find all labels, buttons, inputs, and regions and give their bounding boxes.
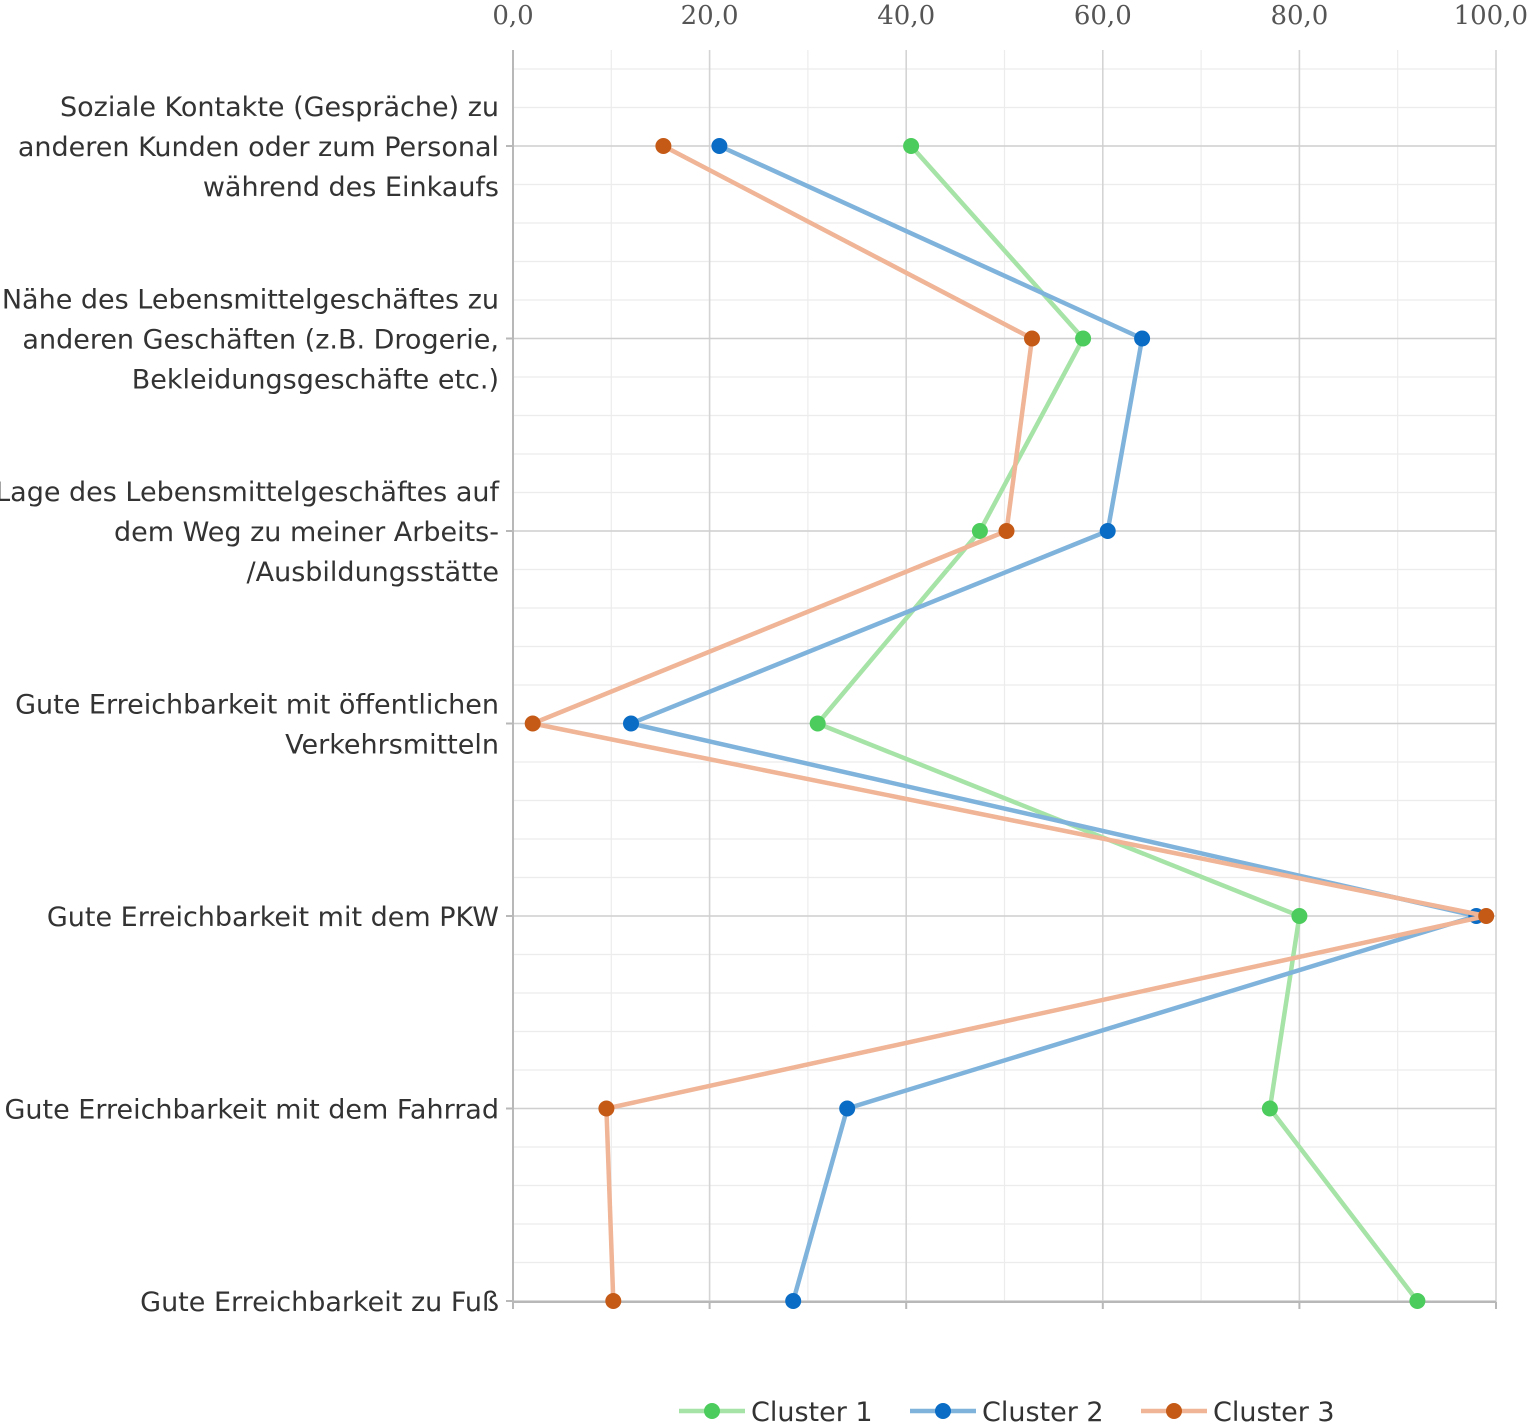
data-point <box>785 1293 802 1309</box>
x-tick-label: 100,0 <box>1454 1 1528 31</box>
axis-layer <box>506 50 1497 1309</box>
category-label-line: Gute Erreichbarkeit mit öffentlichen <box>15 690 499 721</box>
category-label: Gute Erreichbarkeit mit dem Fahrrad <box>4 1095 499 1126</box>
category-label-line: Gute Erreichbarkeit mit dem Fahrrad <box>4 1095 499 1126</box>
category-label-line: anderen Geschäften (z.B. Drogerie, <box>22 325 499 356</box>
data-point <box>605 1293 622 1309</box>
x-tick-label: 60,0 <box>1074 1 1132 31</box>
legend-swatch-marker <box>704 1403 720 1419</box>
data-point <box>598 1100 615 1117</box>
category-label: Nähe des Lebensmittelgeschäftes zu andere… <box>2 285 499 396</box>
category-label-line: Soziale Kontakte (Gespräche) zu <box>60 92 499 123</box>
category-label-line: Nähe des Lebensmittelgeschäftes zu <box>2 285 499 316</box>
category-label: Lage des Lebensmittelgeschäftes auf dem W… <box>0 477 500 588</box>
legend-label: Cluster 2 <box>982 1397 1104 1427</box>
legend-item: Cluster 1 <box>679 1397 873 1427</box>
legend-item: Cluster 3 <box>1141 1397 1335 1427</box>
category-label-line: während des Einkaufs <box>203 172 499 203</box>
category-label: Soziale Kontakte (Gespräche) zu anderen K… <box>18 92 499 203</box>
data-point <box>655 138 672 154</box>
x-tick-label: 20,0 <box>681 1 739 31</box>
data-point <box>998 523 1015 539</box>
category-label-line: dem Weg zu meiner Arbeits- <box>114 517 499 548</box>
x-tick-label: 80,0 <box>1270 1 1328 31</box>
data-point <box>524 715 541 732</box>
legend-swatch-marker <box>1166 1403 1182 1419</box>
data-point <box>711 138 728 154</box>
data-point <box>1024 330 1040 347</box>
data-point <box>1478 908 1495 924</box>
legend-label: Cluster 3 <box>1213 1397 1335 1427</box>
data-point <box>839 1100 856 1117</box>
category-label-line: /Ausbildungsstätte <box>247 557 499 588</box>
category-label-line: Gute Erreichbarkeit mit dem PKW <box>47 902 499 933</box>
series-layer <box>524 138 1495 1309</box>
data-point <box>903 138 920 154</box>
data-point <box>809 715 826 732</box>
data-point <box>1261 1100 1278 1117</box>
category-label-line: Verkehrsmitteln <box>285 730 499 761</box>
category-label-line: Lage des Lebensmittelgeschäftes auf <box>0 477 500 508</box>
data-point <box>1134 330 1151 347</box>
data-point <box>1075 330 1092 347</box>
x-tick-label: 0,0 <box>492 1 533 31</box>
data-point <box>1291 908 1308 924</box>
series-1 <box>809 138 1426 1309</box>
category-label-line: Bekleidungsgeschäfte etc.) <box>132 365 499 396</box>
series-3 <box>524 138 1495 1309</box>
legend-swatch-marker <box>935 1403 951 1419</box>
data-point <box>1099 523 1116 539</box>
category-label-line: anderen Kunden oder zum Personal <box>18 132 499 163</box>
x-tick-label: 40,0 <box>877 1 935 31</box>
category-label-line: Gute Erreichbarkeit zu Fuß <box>140 1287 499 1318</box>
legend-label: Cluster 1 <box>751 1397 873 1427</box>
category-label: Gute Erreichbarkeit zu Fuß <box>140 1287 499 1318</box>
series-2 <box>623 138 1485 1309</box>
category-label: Gute Erreichbarkeit mit dem PKW <box>47 902 499 933</box>
legend-item: Cluster 2 <box>910 1397 1104 1427</box>
data-point <box>971 523 988 539</box>
data-point <box>623 715 639 732</box>
legend: Cluster 1 Cluster 2 Cluster 3 <box>679 1397 1335 1427</box>
data-point <box>1409 1293 1426 1309</box>
grid-layer <box>513 50 1497 1302</box>
category-labels: Soziale Kontakte (Gespräche) zu anderen K… <box>0 92 500 1318</box>
category-label: Gute Erreichbarkeit mit öffentlichen Verk… <box>15 690 499 761</box>
x-tick-labels: 0,0 20,0 40,0 60,0 80,0 100,0 <box>492 1 1528 31</box>
